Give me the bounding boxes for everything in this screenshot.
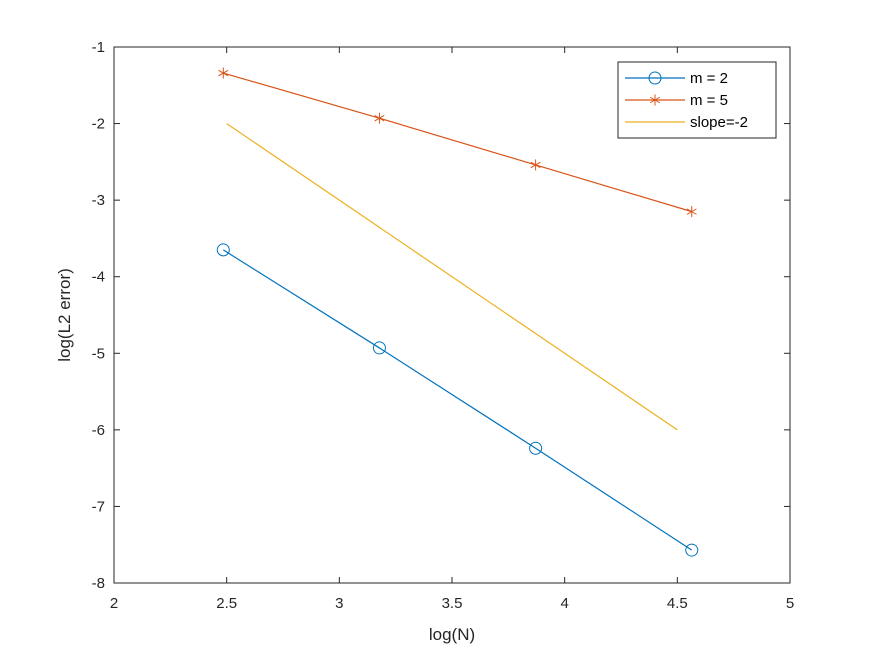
data-point [216, 243, 230, 257]
data-point [685, 543, 699, 557]
x-tick-label: 3 [335, 595, 343, 612]
data-point [372, 341, 386, 355]
data-point [374, 112, 385, 124]
x-axis-label: log(N) [429, 625, 475, 644]
legend-label: m = 2 [690, 70, 728, 87]
asterisk-stroke [649, 96, 661, 104]
y-tick-label: -4 [92, 269, 105, 286]
asterisk-stroke [374, 115, 385, 122]
x-tick-label: 2.5 [216, 595, 237, 612]
legend-label: slope=-2 [690, 114, 748, 131]
series [218, 67, 697, 218]
series-line [222, 249, 693, 551]
y-tick-label: -6 [92, 422, 105, 439]
x-tick-label: 5 [786, 595, 794, 612]
data-point [686, 206, 697, 218]
series-line [223, 72, 692, 213]
asterisk-stroke [530, 161, 541, 169]
y-tick-label: -2 [92, 116, 105, 133]
y-tick-label: -5 [92, 345, 105, 362]
series [226, 123, 678, 431]
y-tick-label: -8 [92, 575, 105, 592]
y-tick-label: -1 [92, 39, 105, 56]
series [216, 243, 699, 557]
data-point [529, 441, 543, 455]
y-axis-label: log(L2 error) [55, 268, 74, 362]
x-tick-label: 4 [560, 595, 568, 612]
legend: m = 2 m = 5 slope=-2 [617, 61, 777, 139]
series-line [226, 123, 678, 431]
x-tick-label: 4.5 [667, 595, 688, 612]
series-layer [216, 67, 699, 557]
data-point [530, 159, 541, 171]
data-point [648, 71, 662, 85]
y-tick-label: -7 [92, 498, 105, 515]
asterisk-stroke [218, 69, 229, 77]
x-tick-label: 2 [110, 595, 118, 612]
asterisk-stroke [686, 208, 697, 215]
data-point [218, 67, 229, 79]
data-point [649, 94, 661, 106]
legend-label: m = 5 [690, 92, 728, 109]
ticks: 2 2.5 3 3.5 4 4.5 5 -1 -2 -3 -4 -5 -6 -7 -8 [92, 39, 795, 612]
x-tick-label: 3.5 [442, 595, 463, 612]
y-tick-label: -3 [92, 192, 105, 209]
